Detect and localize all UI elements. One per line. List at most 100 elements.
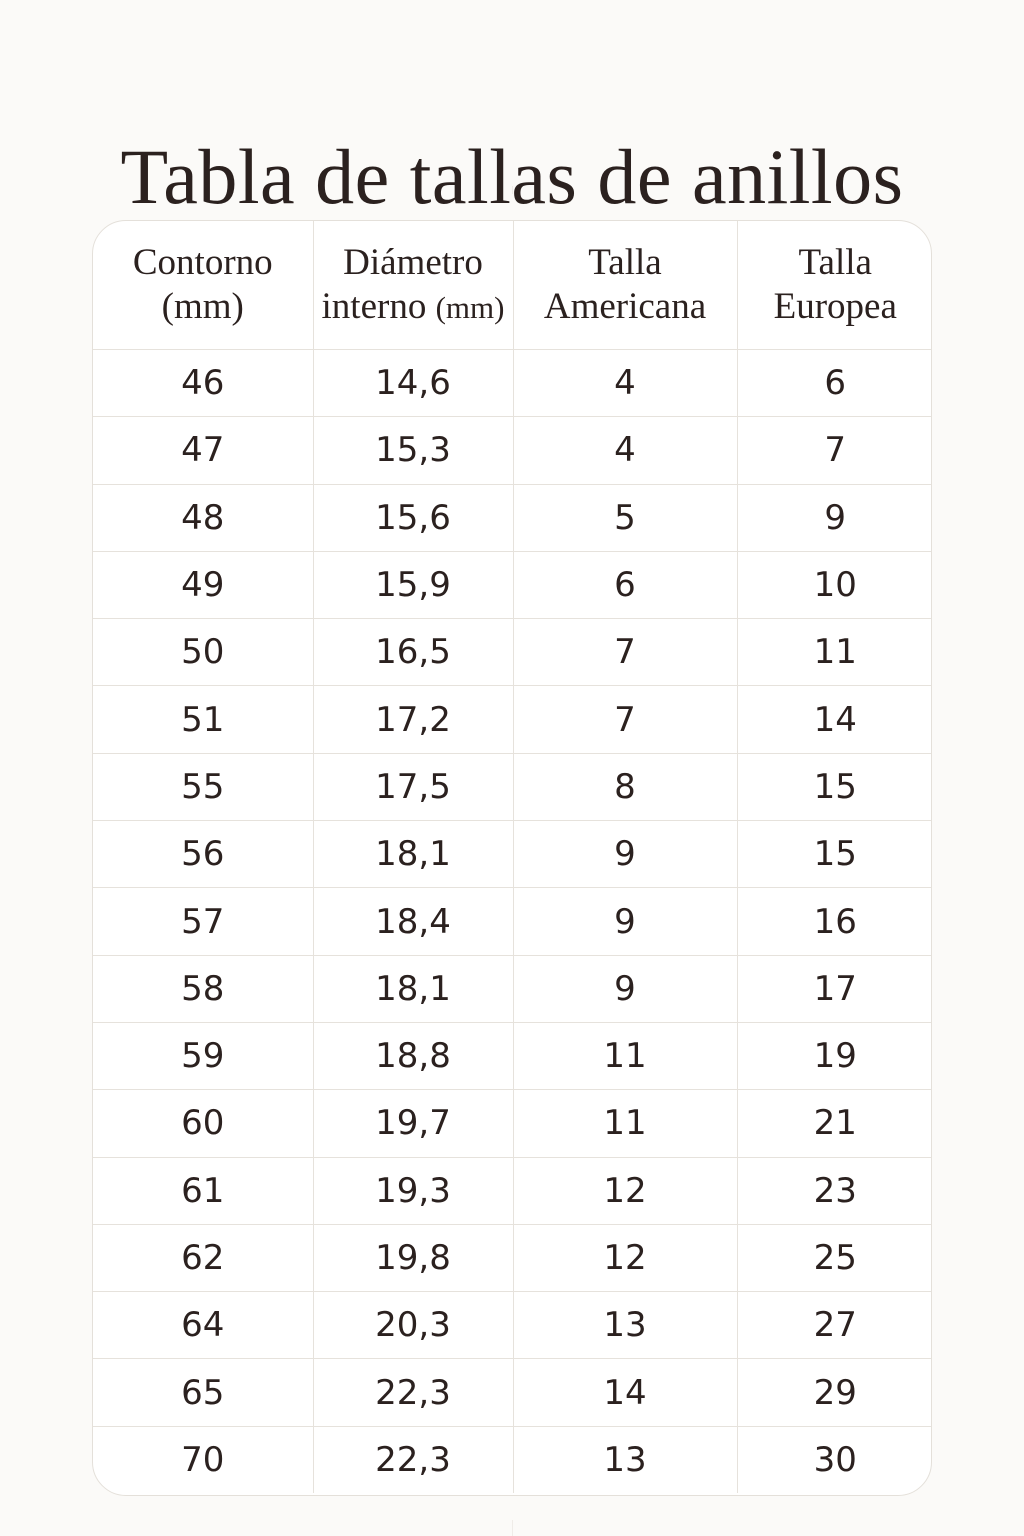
table-row: 61 19,3 12 23 <box>93 1157 931 1225</box>
table-row: 55 17,5 8 15 <box>93 753 931 822</box>
cell-diametro: 19,3 <box>313 1157 514 1225</box>
cell-diametro: 18,1 <box>313 820 514 889</box>
cell-talla-europea: 15 <box>737 820 931 889</box>
cell-talla-americana: 4 <box>513 416 738 485</box>
cell-diametro: 18,4 <box>313 887 514 956</box>
cell-diametro: 14,6 <box>313 349 514 418</box>
cell-talla-americana: 5 <box>513 484 738 552</box>
cell-talla-americana: 13 <box>513 1291 738 1360</box>
table-row: 50 16,5 7 11 <box>93 618 931 687</box>
cell-diametro: 15,3 <box>313 416 514 485</box>
cell-diametro: 18,8 <box>313 1022 514 1091</box>
cell-contorno: 47 <box>93 416 314 485</box>
header-talla-americana-line-2: Americana <box>543 286 707 327</box>
table-row: 70 22,3 13 30 <box>93 1426 931 1494</box>
header-contorno-line-1: Contorno <box>132 242 273 283</box>
cell-talla-europea: 23 <box>737 1157 931 1225</box>
header-talla-americana: Talla Americana <box>513 221 738 350</box>
cell-contorno: 51 <box>93 685 314 754</box>
cell-talla-europea: 17 <box>737 955 931 1023</box>
table-row: 56 18,1 9 15 <box>93 820 931 889</box>
table-row: 57 18,4 9 16 <box>93 887 931 956</box>
table-row: 47 15,3 4 7 <box>93 416 931 485</box>
cell-diametro: 19,8 <box>313 1224 514 1293</box>
table-row: 64 20,3 13 27 <box>93 1291 931 1360</box>
table-row: 62 19,8 12 25 <box>93 1224 931 1293</box>
cell-talla-americana: 13 <box>513 1426 738 1494</box>
cell-talla-americana: 9 <box>513 887 738 956</box>
cell-talla-americana: 12 <box>513 1157 738 1225</box>
cell-diametro: 18,1 <box>313 955 514 1023</box>
cell-talla-americana: 11 <box>513 1022 738 1091</box>
header-diametro-line-1: Diámetro <box>343 241 483 283</box>
table-row: 65 22,3 14 29 <box>93 1358 931 1427</box>
table-row: 51 17,2 7 14 <box>93 685 931 754</box>
cell-diametro: 15,9 <box>313 551 514 620</box>
cell-diametro: 22,3 <box>313 1426 514 1494</box>
cell-talla-americana: 6 <box>513 551 738 620</box>
cell-diametro: 16,5 <box>313 618 514 687</box>
cell-contorno: 48 <box>93 484 314 552</box>
cell-contorno: 58 <box>93 955 314 1023</box>
header-talla-europea: Talla Europea <box>737 221 931 350</box>
table-row: 48 15,6 5 9 <box>93 484 931 552</box>
table-row: 49 15,9 6 10 <box>93 551 931 620</box>
cell-contorno: 64 <box>93 1291 314 1360</box>
cell-talla-europea: 10 <box>737 551 931 620</box>
cell-talla-americana: 9 <box>513 820 738 889</box>
cell-contorno: 61 <box>93 1157 314 1225</box>
header-contorno-line-2: (mm) <box>161 286 244 327</box>
cell-talla-europea: 30 <box>813 1439 857 1480</box>
cell-contorno: 60 <box>93 1089 314 1158</box>
cell-talla-europea: 7 <box>737 416 931 485</box>
header-talla-europea-line-2: Europea <box>773 286 897 327</box>
cell-contorno: 70 <box>93 1426 314 1494</box>
top-divider-tick <box>512 186 513 194</box>
cell-talla-europea: 14 <box>737 685 931 754</box>
header-diametro-unit: (mm) <box>435 289 505 325</box>
header-contorno: Contorno (mm) <box>93 221 314 350</box>
cell-contorno: 59 <box>93 1022 314 1091</box>
cell-talla-americana: 14 <box>513 1358 738 1427</box>
cell-talla-americana: 4 <box>513 349 738 418</box>
cell-diametro: 20,3 <box>313 1291 514 1360</box>
cell-contorno: 65 <box>93 1358 314 1427</box>
size-table-card: Contorno (mm) Diámetro interno (mm) Tall… <box>92 220 932 1496</box>
header-talla-americana-line-1: Talla <box>588 242 662 283</box>
header-diametro-line-2: interno <box>321 285 427 327</box>
table-row: 59 18,8 11 19 <box>93 1022 931 1091</box>
cell-talla-europea: 21 <box>737 1089 931 1158</box>
table-row: 60 19,7 11 21 <box>93 1089 931 1158</box>
bottom-divider-tick <box>512 1520 513 1536</box>
cell-contorno: 57 <box>93 887 314 956</box>
cell-contorno: 56 <box>93 820 314 889</box>
cell-talla-europea: 25 <box>737 1224 931 1293</box>
cell-talla-europea: 6 <box>737 349 931 418</box>
cell-talla-americana: 9 <box>513 955 738 1023</box>
header-diametro: Diámetro interno (mm) <box>313 221 514 350</box>
cell-contorno: 55 <box>93 753 314 822</box>
table-row: 58 18,1 9 17 <box>93 955 931 1023</box>
cell-talla-americana: 12 <box>513 1224 738 1293</box>
cell-talla-americana: 11 <box>513 1089 738 1158</box>
cell-diametro: 17,5 <box>313 753 514 822</box>
header-row: Contorno (mm) Diámetro interno (mm) Tall… <box>93 221 931 350</box>
cell-contorno: 62 <box>93 1224 314 1293</box>
cell-diametro: 17,2 <box>313 685 514 754</box>
cell-diametro: 19,7 <box>313 1089 514 1158</box>
header-talla-europea-line-1: Talla <box>798 242 872 283</box>
table-row: 46 14,6 4 6 <box>93 349 931 418</box>
cell-talla-americana: 7 <box>513 685 738 754</box>
cell-contorno: 49 <box>93 551 314 620</box>
cell-talla-europea: 27 <box>737 1291 931 1360</box>
cell-talla-europea: 9 <box>737 484 931 552</box>
cell-diametro: 15,6 <box>313 484 514 552</box>
cell-contorno: 46 <box>93 349 314 418</box>
cell-talla-europea: 19 <box>737 1022 931 1091</box>
cell-talla-europea: 15 <box>737 753 931 822</box>
page-title: Tabla de tallas de anillos <box>120 133 904 221</box>
size-table: Contorno (mm) Diámetro interno (mm) Tall… <box>93 221 931 1494</box>
cell-talla-americana: 7 <box>513 618 738 687</box>
cell-talla-europea: 29 <box>737 1358 931 1427</box>
cell-contorno: 50 <box>93 618 314 687</box>
